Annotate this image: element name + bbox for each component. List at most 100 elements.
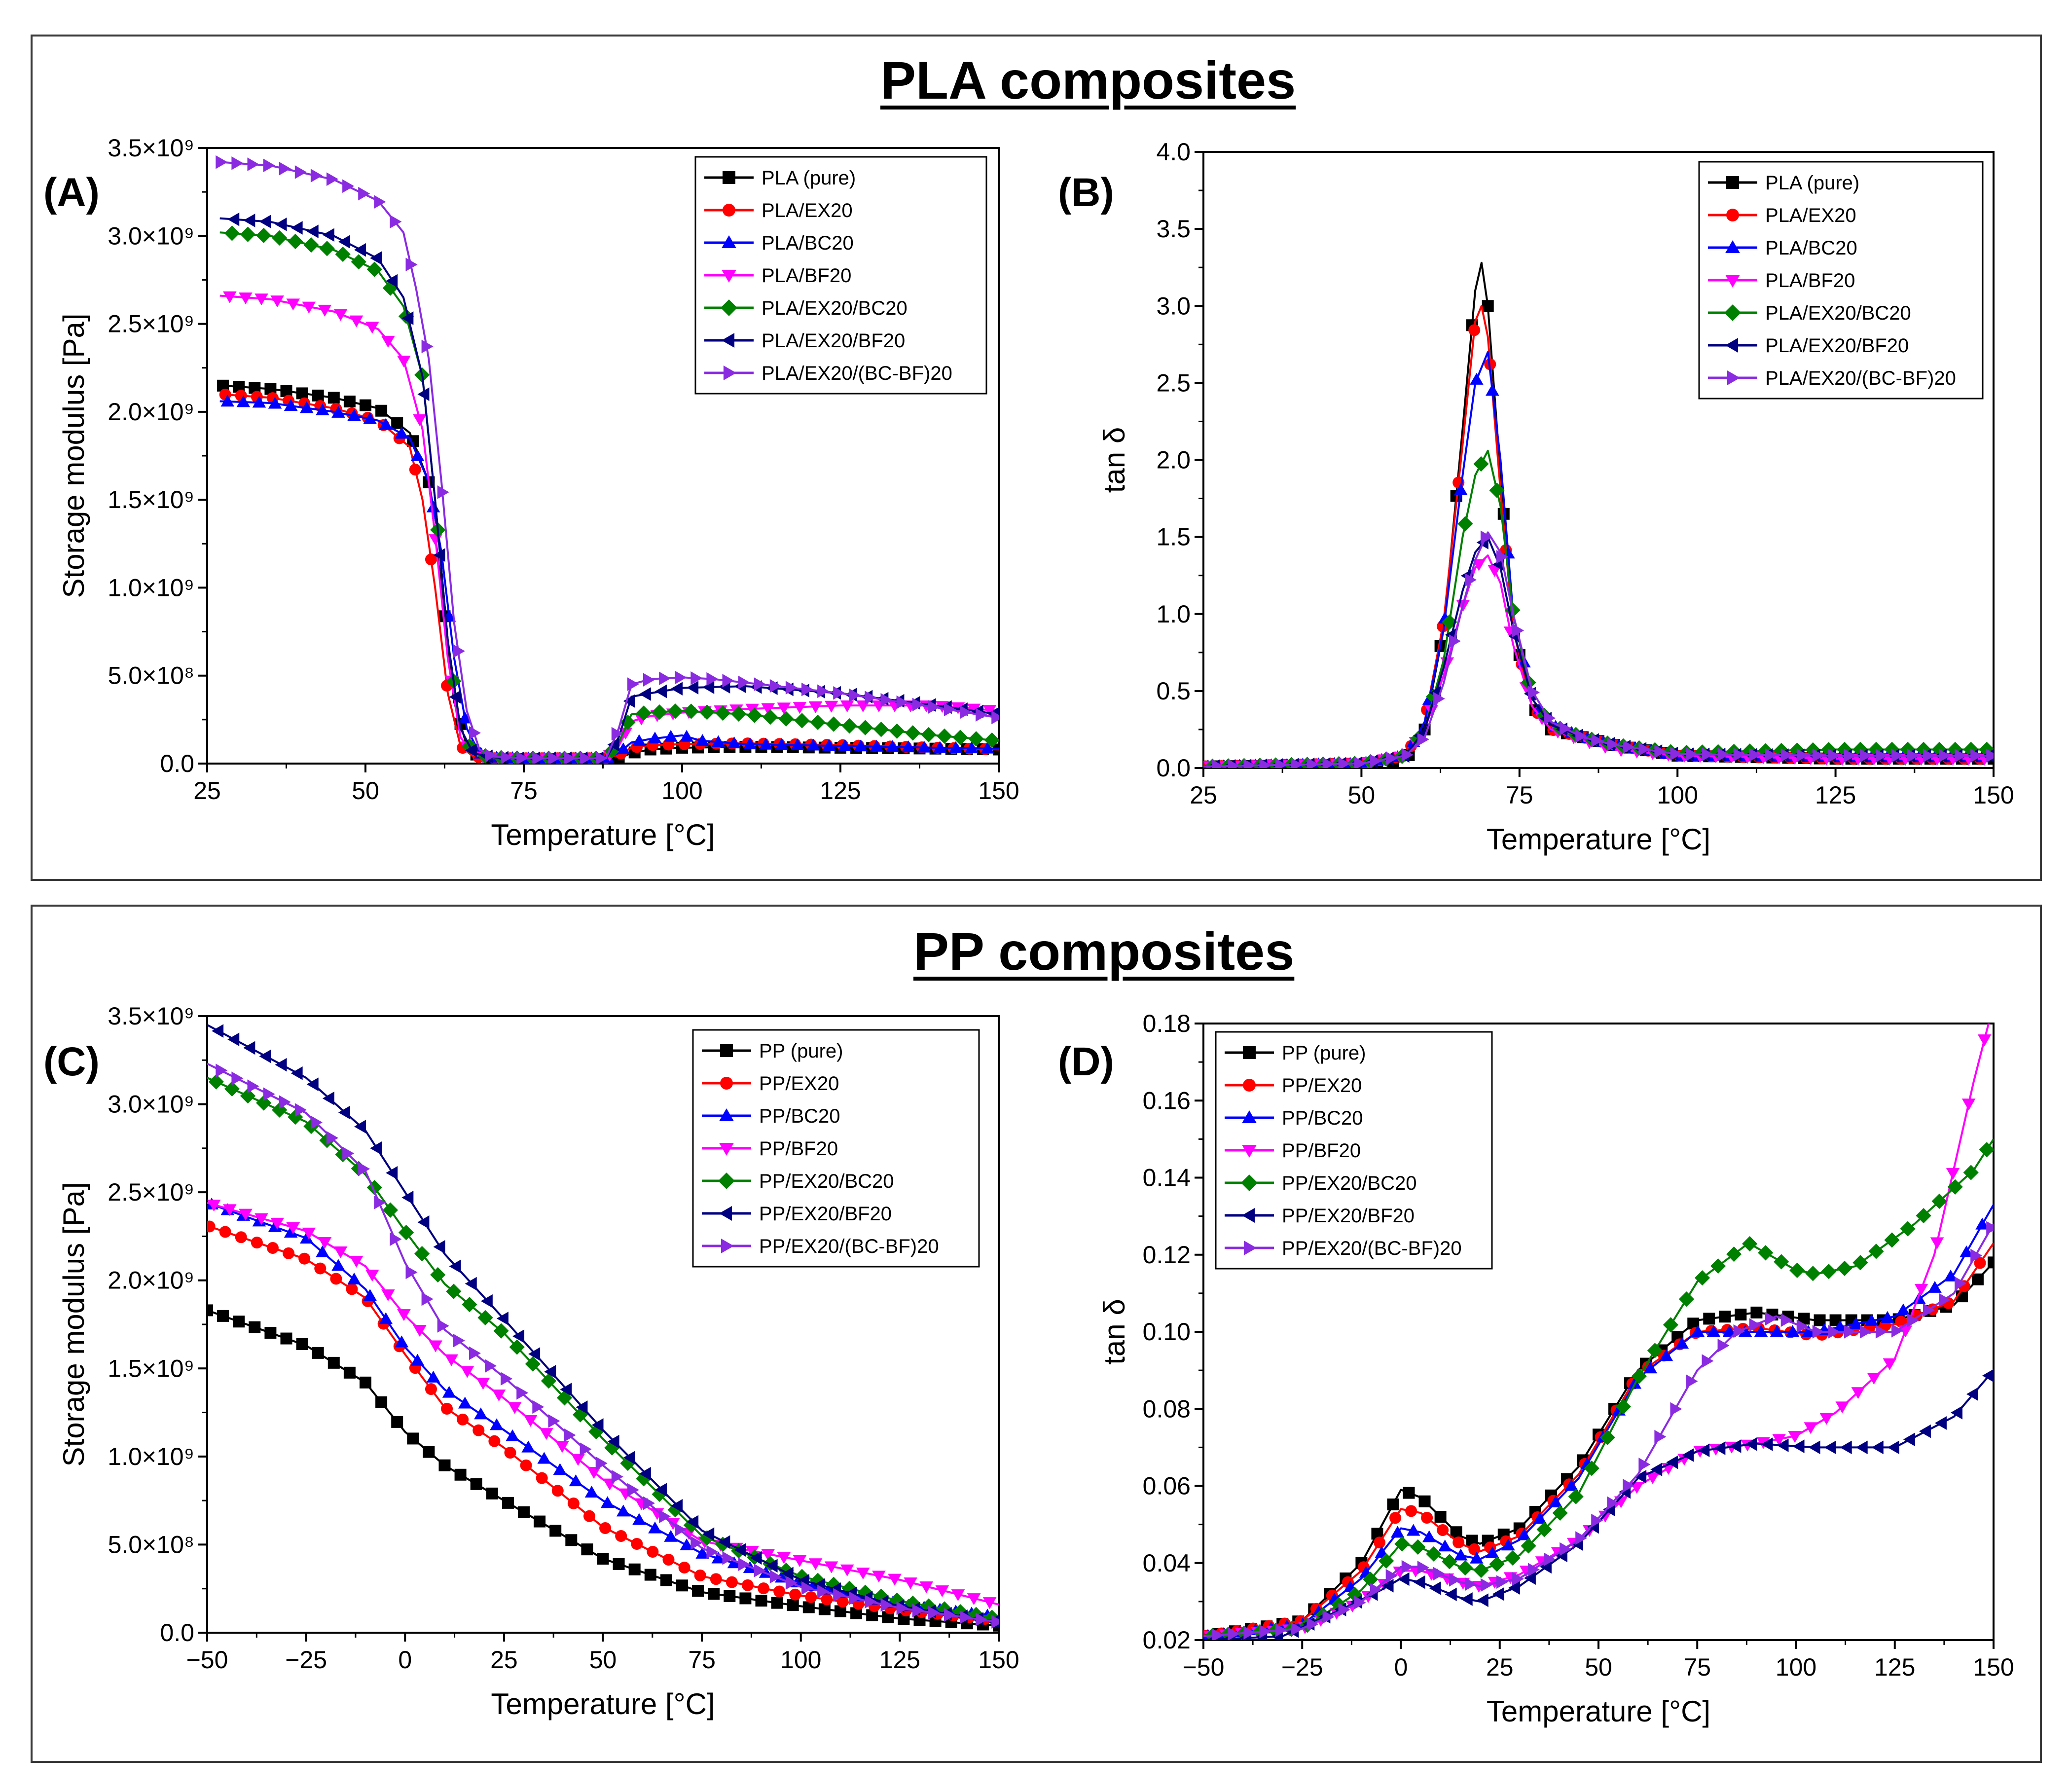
data-point-marker [1986,1221,1994,1235]
data-point-marker [379,418,393,430]
legend-swatch-marker [1242,1208,1255,1223]
data-point-marker [1453,1548,1468,1561]
y-tick-label: 1.5×10⁹ [108,486,194,513]
data-point-marker [395,427,409,439]
data-point-marker [600,1496,615,1508]
data-point-marker [331,1259,345,1271]
data-point-marker [1871,1440,1884,1455]
data-point-marker [1931,1193,1947,1209]
data-point-marker [1867,1373,1881,1385]
data-point-marker [243,214,255,227]
data-point-marker [216,155,228,169]
data-point-marker [1631,1368,1647,1384]
x-axis-label: Temperature [°C] [1487,1695,1710,1728]
data-point-marker [268,1220,282,1232]
data-point-marker [1374,1536,1386,1549]
data-point-marker [1710,1258,1726,1274]
legend-swatch-marker [722,333,735,348]
data-point-marker [354,1120,366,1134]
data-point-marker [1875,749,1888,763]
legend-label: PP/EX20/(BC-BF)20 [759,1236,939,1257]
data-point-marker [294,165,307,179]
data-point-marker [375,404,388,417]
data-point-marker [1928,1280,1942,1293]
data-point-marker [765,1559,778,1573]
data-point-marker [687,1515,699,1529]
series-2 [219,395,999,764]
data-point-marker [1898,1325,1913,1338]
data-point-marker [437,1319,449,1333]
data-point-marker [1950,1406,1962,1420]
data-point-marker [207,1304,213,1317]
data-point-marker [1726,1246,1742,1262]
data-point-marker [1884,1232,1900,1248]
data-point-marker [1939,1293,1951,1307]
data-point-marker [1868,1243,1884,1259]
legend-label: PLA (pure) [762,167,856,189]
data-point-marker [1955,749,1967,763]
data-point-marker [872,1571,886,1583]
data-point-marker [710,1573,722,1585]
data-point-marker [360,1376,371,1389]
data-point-marker [327,392,340,404]
data-point-marker [327,1356,340,1369]
data-point-marker [662,1554,675,1566]
data-point-marker [1591,733,1603,748]
y-tick-label: 2.5×10⁹ [108,310,194,338]
data-point-marker [1812,748,1824,763]
data-point-marker [818,1603,831,1615]
data-point-marker [1865,1314,1879,1326]
legend-item: PP/EX20/BF20 [1225,1205,1415,1227]
data-point-marker [1833,1320,1847,1332]
data-point-marker [1528,686,1540,699]
legend-label: PP/BF20 [759,1138,838,1160]
data-point-marker [1963,1165,1979,1180]
data-point-marker [1733,748,1745,762]
data-point-marker [405,257,418,272]
legend-item: PLA/BF20 [704,265,851,287]
legend-label: PLA/BC20 [1765,237,1857,259]
data-point-marker [632,1513,646,1525]
data-point-marker [1228,759,1240,768]
data-point-marker [896,695,908,709]
x-tick-label: −50 [186,1646,228,1674]
x-tick-label: 75 [1683,1653,1711,1681]
data-point-marker [465,743,477,758]
data-point-marker [1473,456,1489,472]
data-point-marker [613,1558,625,1570]
data-point-marker [382,1202,399,1218]
data-point-marker [1912,1292,1926,1304]
data-point-marker [1476,1593,1488,1607]
data-point-marker [363,412,377,424]
data-point-marker [365,322,379,334]
data-point-marker [370,1141,382,1155]
data-point-marker [836,1596,849,1608]
data-point-marker [965,741,979,754]
data-point-marker [1445,1587,1457,1602]
data-point-marker [343,1366,356,1379]
data-point-marker [1691,1325,1705,1337]
data-point-marker [560,1383,572,1396]
legend-swatch-marker [1726,209,1739,221]
legend-label: PP/BC20 [759,1105,840,1127]
data-point-marker [314,1262,327,1275]
data-point-marker [358,1162,370,1176]
data-point-marker [715,705,731,721]
data-point-marker [1891,749,1903,763]
data-point-marker [1729,1439,1742,1453]
legend-swatch-marker [1242,1110,1257,1124]
data-point-marker [374,195,386,209]
data-point-marker [695,734,710,746]
data-point-marker [1501,1538,1515,1551]
x-tick-label: −25 [1281,1653,1323,1681]
data-point-marker [296,1338,308,1350]
data-point-marker [540,1428,553,1440]
data-point-marker [699,1530,715,1546]
data-point-marker [366,261,382,277]
data-point-marker [501,750,513,764]
data-point-marker [616,1504,630,1517]
data-point-marker [259,1049,271,1063]
data-point-marker [290,221,303,235]
y-tick-label: 0.04 [1143,1549,1191,1577]
data-point-marker [856,1568,870,1580]
